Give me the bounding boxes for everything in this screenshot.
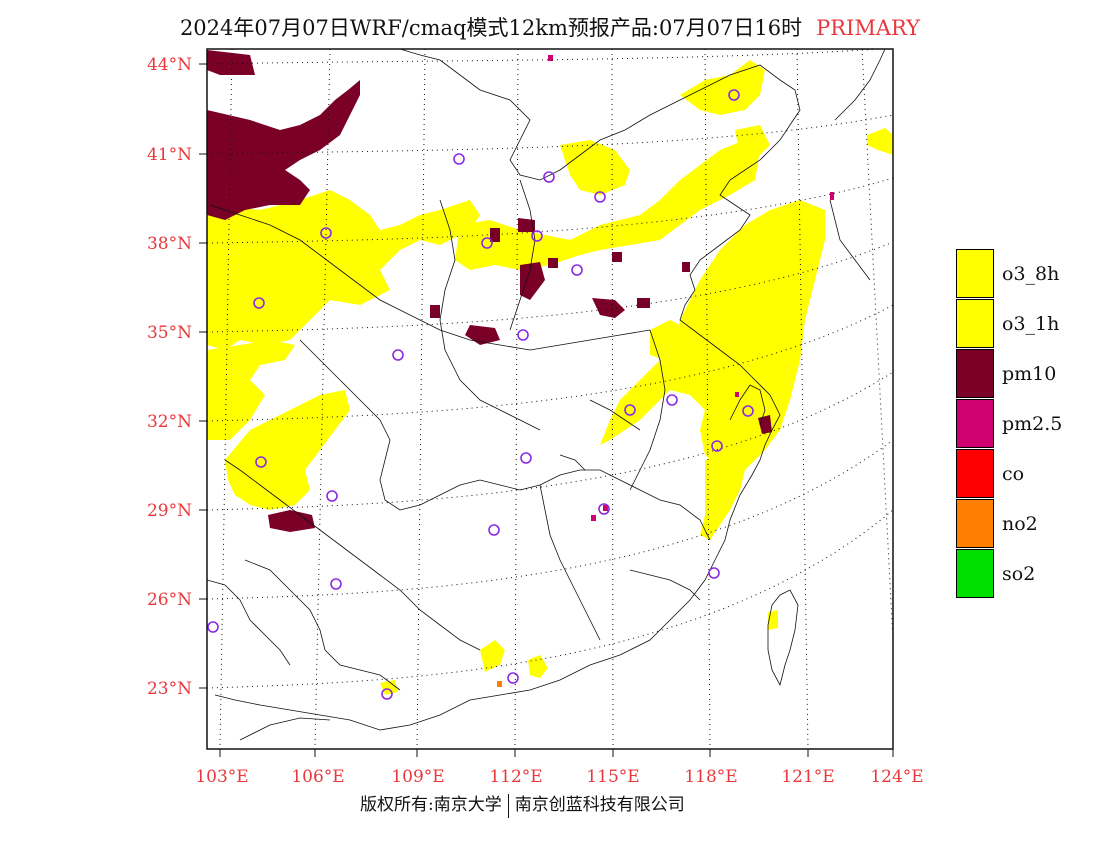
legend-swatch [956, 499, 994, 548]
legend-label: o3_8h [1002, 263, 1060, 285]
legend-item-pm25: pm2.5 [956, 399, 1096, 449]
copyright-owner: 版权所有:南京大学 [360, 795, 502, 815]
legend-item-o3-8h: o3_8h [956, 249, 1096, 299]
legend-item-so2: so2 [956, 549, 1096, 599]
legend-label: o3_1h [1002, 313, 1060, 335]
pollutant-legend: o3_8h o3_1h pm10 pm2.5 co no2 so2 [956, 249, 1096, 599]
lon-label: 118°E [684, 767, 737, 787]
title-text: 2024年07月07日WRF/cmaq模式12km预报产品:07月07日16时 [179, 16, 803, 40]
legend-swatch [956, 349, 994, 398]
lat-label: 26°N [147, 590, 192, 610]
lon-label: 112°E [489, 767, 542, 787]
legend-item-co: co [956, 449, 1096, 499]
legend-swatch [956, 299, 994, 348]
o3-coverage [207, 60, 893, 695]
title-primary-tag: PRIMARY [816, 16, 921, 40]
map-frame [206, 48, 894, 750]
pm25-coverage [548, 55, 834, 521]
longitude-axis: 103°E 106°E 109°E 112°E 115°E 118°E 121°… [195, 749, 924, 787]
lat-label: 38°N [147, 234, 192, 254]
legend-item-o3-1h: o3_1h [956, 299, 1096, 349]
graticule [207, 49, 893, 749]
copyright-notice: 版权所有:南京大学 南京创蓝科技有限公司 [360, 790, 685, 818]
no2-coverage [497, 681, 502, 687]
lon-label: 106°E [291, 767, 344, 787]
station-markers [207, 89, 754, 700]
lat-label: 44°N [147, 55, 192, 75]
lat-label: 32°N [147, 412, 192, 432]
legend-swatch [956, 549, 994, 598]
map-title: 2024年07月07日WRF/cmaq模式12km预报产品:07月07日16时 P… [0, 12, 1100, 42]
lon-label: 121°E [781, 767, 834, 787]
legend-swatch [956, 249, 994, 298]
lat-label: 35°N [147, 323, 192, 343]
legend-label: co [1002, 463, 1025, 485]
legend-label: so2 [1002, 563, 1036, 585]
legend-swatch [956, 399, 994, 448]
legend-item-pm10: pm10 [956, 349, 1096, 399]
lat-label: 41°N [147, 145, 192, 165]
lon-label: 115°E [586, 767, 639, 787]
latitude-axis: 44°N 41°N 38°N 35°N 32°N 29°N 26°N 23°N [147, 55, 207, 699]
copyright-separator [507, 793, 509, 818]
legend-label: pm2.5 [1002, 413, 1063, 435]
lon-label: 109°E [391, 767, 444, 787]
legend-label: no2 [1002, 513, 1038, 535]
lat-label: 29°N [147, 501, 192, 521]
lon-label: 124°E [870, 767, 923, 787]
legend-item-no2: no2 [956, 499, 1096, 549]
legend-label: pm10 [1002, 363, 1057, 385]
boundaries [207, 49, 886, 741]
legend-swatch [956, 449, 994, 498]
copyright-company: 南京创蓝科技有限公司 [514, 795, 685, 815]
lon-label: 103°E [195, 767, 248, 787]
lat-label: 23°N [147, 679, 192, 699]
